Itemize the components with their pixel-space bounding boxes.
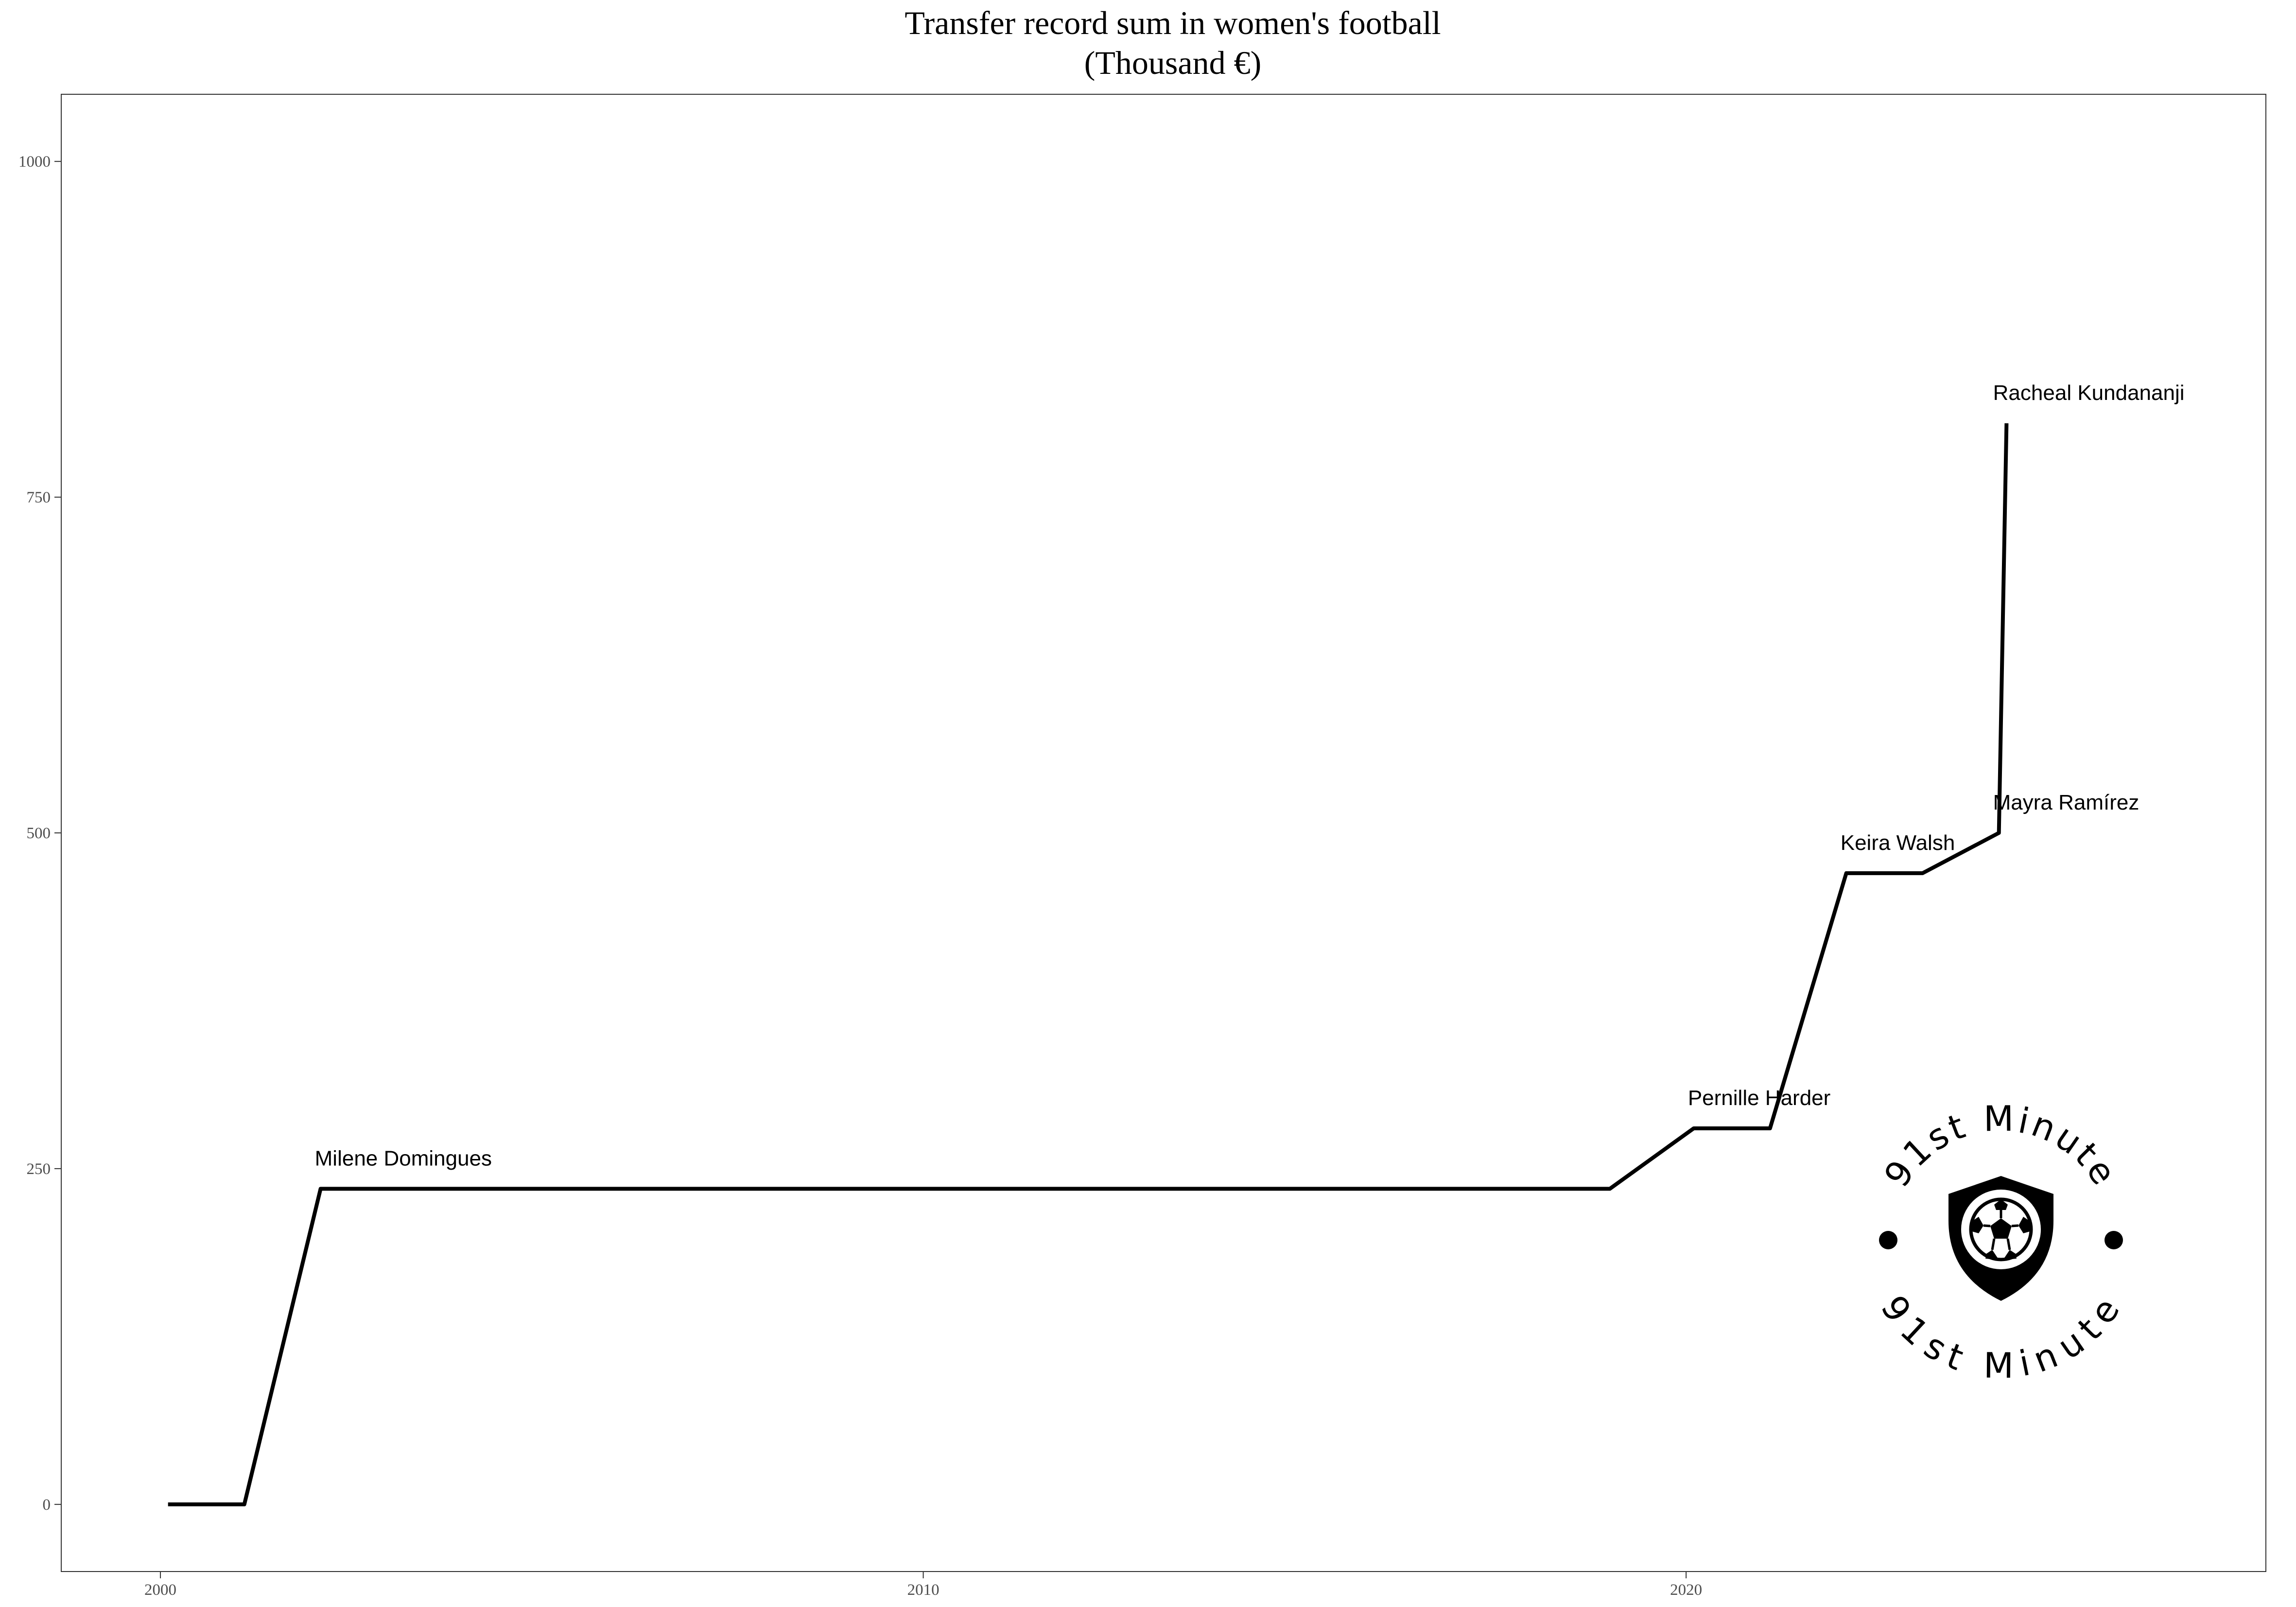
y-tick-label: 0 <box>43 1496 51 1514</box>
y-axis: 0 250 500 750 1000 <box>18 153 61 1514</box>
series-line <box>168 423 2009 1506</box>
x-tick-label: 2010 <box>907 1581 939 1599</box>
soccer-ball-shield-icon <box>1948 1176 2053 1301</box>
x-tick-label: 2020 <box>1670 1581 1702 1599</box>
annotation-label: Keira Walsh <box>1841 831 1955 855</box>
watermark-logo: 91st Minute 91st Minute <box>1873 1098 2129 1386</box>
x-axis: 2000 2010 2020 <box>144 1572 1702 1599</box>
y-tick-label: 250 <box>27 1160 51 1178</box>
chart-title-line1: Transfer record sum in women's football <box>904 4 1441 41</box>
annotation-label: Racheal Kundananji <box>1993 381 2185 405</box>
annotation-label: Milene Domingues <box>315 1146 492 1170</box>
annotation-label: Mayra Ramírez <box>1993 791 2139 814</box>
logo-dot-right <box>2105 1231 2123 1249</box>
logo-text-bottom: 91st Minute <box>1873 1288 2129 1386</box>
y-tick-label: 1000 <box>18 153 51 171</box>
series-layer <box>168 423 2009 1506</box>
y-tick-label: 750 <box>27 489 51 506</box>
x-tick-label: 2000 <box>144 1581 176 1599</box>
chart-title-line2: (Thousand €) <box>1084 44 1261 81</box>
annotation-label: Pernille Harder <box>1688 1086 1830 1110</box>
annotation-layer: Milene Domingues Pernille Harder Keira Wal… <box>315 381 2185 1170</box>
y-tick-label: 500 <box>27 825 51 842</box>
logo-dot-left <box>1879 1231 1897 1249</box>
